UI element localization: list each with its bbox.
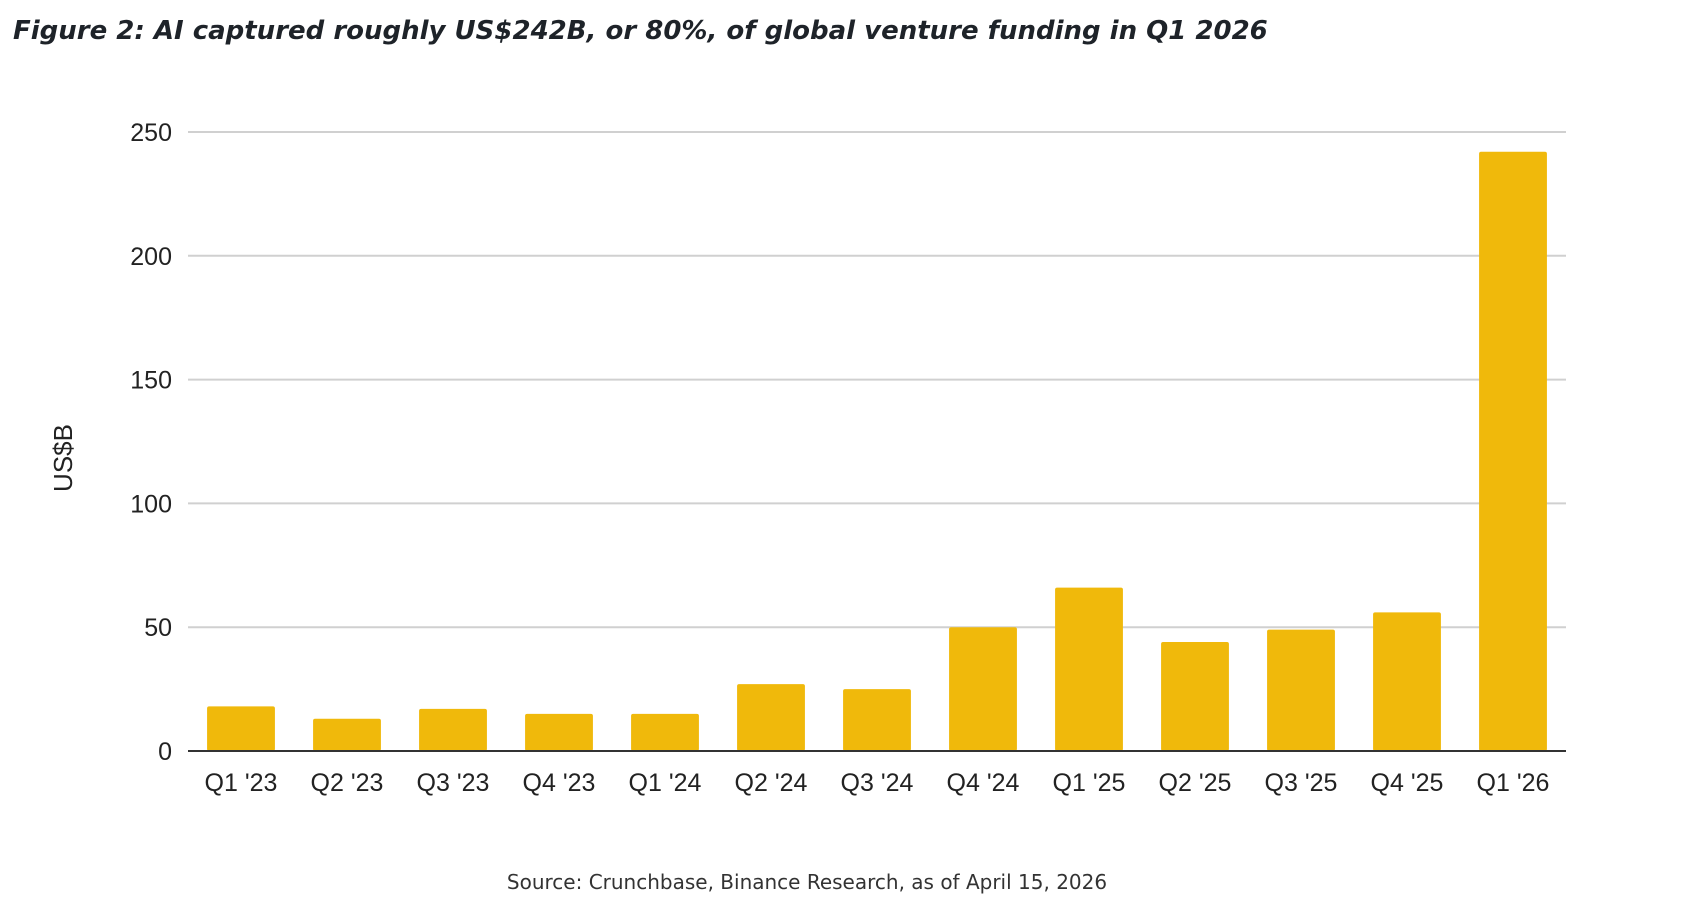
x-tick-label: Q1 '26	[1477, 769, 1550, 797]
bar	[737, 684, 805, 751]
x-tick-label: Q1 '25	[1053, 769, 1126, 797]
y-tick-label: 100	[130, 490, 172, 518]
x-tick-label: Q1 '24	[629, 769, 702, 797]
y-tick-label: 0	[158, 738, 172, 766]
bar	[313, 718, 381, 751]
y-tick-label: 50	[144, 614, 172, 642]
bar	[631, 713, 699, 751]
x-tick-label: Q4 '24	[947, 769, 1020, 797]
x-tick-label: Q4 '23	[523, 769, 596, 797]
y-tick-label: 200	[130, 243, 172, 271]
x-tick-label: Q3 '23	[417, 769, 490, 797]
x-tick-label: Q3 '25	[1265, 769, 1338, 797]
bar	[525, 713, 593, 751]
bar	[1479, 151, 1547, 752]
figure-title: Figure 2: AI captured roughly US$242B, o…	[13, 16, 1268, 46]
bar	[843, 689, 911, 751]
source-note: Source: Crunchbase, Binance Research, as…	[506, 870, 1108, 894]
bar	[419, 708, 487, 751]
bar	[949, 627, 1017, 751]
bar	[1161, 642, 1229, 751]
y-axis-label: US$B	[48, 424, 78, 492]
x-tick-label: Q1 '23	[205, 769, 278, 797]
x-tick-label: Q4 '25	[1371, 769, 1444, 797]
bar	[1055, 587, 1123, 751]
x-tick-label: Q2 '23	[311, 769, 384, 797]
bar	[207, 706, 275, 751]
y-tick-label: 250	[130, 119, 172, 147]
x-tick-label: Q3 '24	[841, 769, 914, 797]
x-tick-label: Q2 '25	[1159, 769, 1232, 797]
y-tick-label: 150	[130, 367, 172, 395]
bar	[1267, 629, 1335, 751]
x-tick-label: Q2 '24	[735, 769, 808, 797]
bar	[1373, 612, 1441, 751]
